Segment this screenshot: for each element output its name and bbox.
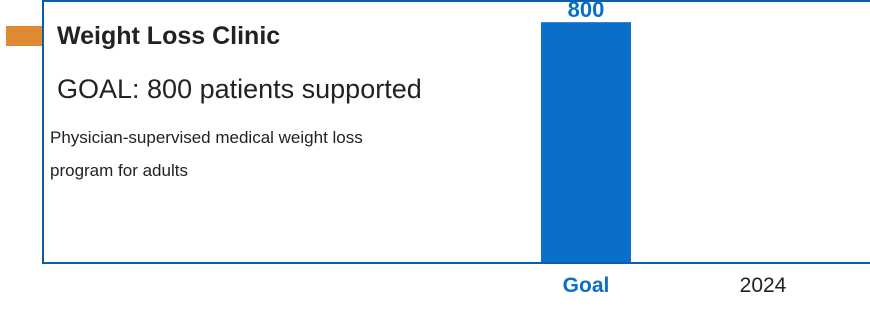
program-description: Physician-supervised medical weight loss… [50,128,363,180]
bar-goal [541,22,631,263]
program-title: Weight Loss Clinic [57,22,281,50]
accent-marker [6,26,42,46]
data-label-goal: 800 [568,0,605,22]
x-tick-label-goal: Goal [563,274,610,297]
x-tick-label-2024: 2024 [740,274,787,297]
goal-statement: GOAL: 800 patients supported [57,74,422,104]
chart-card [42,0,870,264]
